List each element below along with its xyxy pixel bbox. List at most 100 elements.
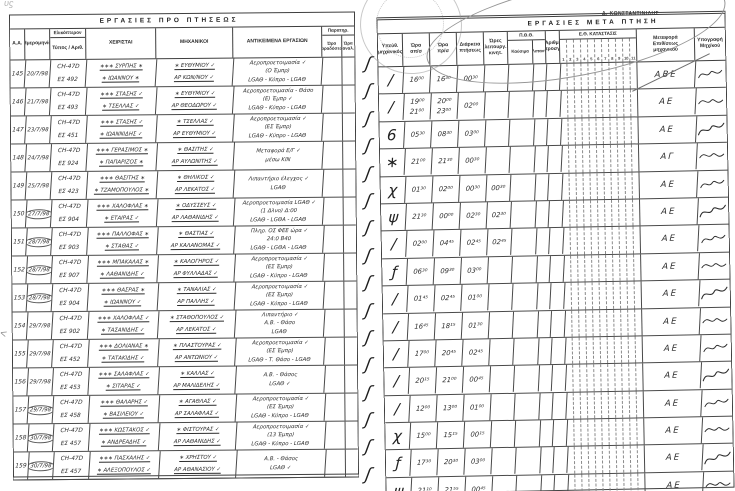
logbook-row: 148 24/7/98 CH-47D ΕΣ 924 ∗∗∗ ΓΕΡΑΣΙΜΟΣ … bbox=[10, 141, 356, 173]
row-landings bbox=[550, 282, 566, 310]
row-helicopter-type: CH-47D ΕΣ 924 bbox=[50, 143, 89, 172]
logbook-row-right: ∗ 21⁰⁰ 21³⁰ 00³⁰ ΑΓ bbox=[379, 142, 728, 177]
spine-check-mark-icon: ʃ bbox=[363, 273, 373, 294]
logbook-row-right: ∕ 16⁴⁵ 18¹⁵ 01³⁰ ΑΕ bbox=[382, 307, 731, 342]
grid-subcell bbox=[632, 172, 639, 199]
row-landings bbox=[552, 392, 568, 420]
row-date: 28/7/98 bbox=[26, 256, 54, 284]
logbook-row: 146 21/7/98 CH-47D ΕΣ 493 ∗∗∗ ΣΤΑΣΗΣ ✓ ∗… bbox=[9, 85, 355, 117]
col-header-handover-time: Ώρα παραδόσεως bbox=[322, 35, 343, 57]
row-engine-hours bbox=[487, 256, 513, 284]
row-landing-time: 21⁰⁰ bbox=[435, 367, 465, 395]
row-inspection-grid bbox=[563, 199, 641, 228]
row-fuel bbox=[514, 420, 542, 448]
row-signature bbox=[697, 170, 728, 197]
row-mechanics: ∗ ΚΑΛΛΑΣ ✓ ΑΡ ΜΑΛΙΔΕΛΗΣ ✓ bbox=[158, 366, 237, 395]
logbook-row: 147 23/7/98 CH-47D ΕΣ 451 ∗∗∗ ΣΤΑΣΗΣ ✓ ∗… bbox=[10, 113, 356, 145]
row-takeoff-time: 12⁰⁰ bbox=[409, 394, 438, 422]
row-flight-duration: 03⁰⁰ bbox=[460, 257, 489, 284]
row-pilots: ∗∗∗ ΠΑΛΛΟΦΑΣ ∗ ∗ ΣΤΑΘΑΣ ✓ bbox=[87, 227, 159, 255]
grid-subcell bbox=[635, 309, 642, 336]
row-serial-number: 157 bbox=[12, 396, 30, 424]
row-serial-number: 150 bbox=[10, 200, 28, 228]
signature-scribble-icon bbox=[703, 343, 728, 353]
row-engine-hours bbox=[484, 92, 510, 120]
grid-subcell bbox=[631, 90, 638, 117]
row-handover-time bbox=[324, 337, 346, 365]
row-date-text: 29/7/98 bbox=[27, 404, 55, 415]
logbook-row-right: ∕ 01⁴⁵ 02⁴⁵ 01⁰⁰ ΑΕ bbox=[382, 279, 731, 314]
row-flight-duration: 00⁴⁵ bbox=[464, 476, 494, 491]
row-fuel bbox=[512, 310, 540, 338]
row-landing-time: 00⁰⁰ bbox=[432, 202, 461, 230]
row-engine-hours bbox=[489, 366, 516, 393]
row-helicopter-type: CH-47D ΕΣ 493 bbox=[49, 87, 88, 116]
row-landing-time: 08³⁰ bbox=[431, 120, 460, 148]
row-date-text: 29/7/98 bbox=[29, 350, 51, 357]
row-flight-duration: 02⁴⁵ bbox=[460, 229, 489, 257]
row-serial-number: 158 bbox=[12, 424, 30, 452]
row-takeoff-time: 21⁰⁰ bbox=[404, 148, 433, 176]
row-signature bbox=[696, 115, 727, 142]
signature-scribble-icon bbox=[704, 427, 730, 433]
row-helicopter-type: CH-47D ΕΣ 904 bbox=[50, 199, 89, 228]
row-signature bbox=[703, 471, 734, 491]
row-fuel bbox=[511, 228, 538, 256]
row-mechanics: ∗ ΕΥΘΥΜΙΟΥ ✓ ΑΡ ΚΩΝ/ΝΟΥ ✓ bbox=[155, 58, 235, 87]
row-helicopter-type: CH-47D ΕΣ 904 bbox=[51, 283, 90, 312]
spine-check-mark-icon: ʃ bbox=[363, 218, 373, 239]
row-takeoff-time: 17⁰⁰ bbox=[408, 340, 437, 368]
spine-check-mark-icon: ʃ bbox=[363, 437, 373, 458]
row-pickup-time bbox=[342, 58, 354, 85]
logbook-row-right: ∕ 02⁰⁰ 04⁴⁵ 02⁴⁵ 02⁴⁵ ΑΕ bbox=[381, 225, 730, 260]
row-serial-number: 156 bbox=[12, 368, 30, 396]
row-flight-duration: 00³⁰ bbox=[459, 174, 488, 202]
grid-subcell bbox=[630, 62, 637, 89]
row-inspection-letters: ΑΕ bbox=[639, 170, 699, 199]
signature-scribble-icon bbox=[702, 369, 730, 382]
row-date-text: 28/7/98 bbox=[26, 236, 53, 247]
row-landing-time: 02⁴⁵ bbox=[434, 284, 463, 312]
row-landing-time: 20³⁰ bbox=[437, 449, 466, 477]
row-landings bbox=[546, 91, 562, 118]
signature-scribble-icon bbox=[698, 98, 724, 104]
logbook-row: 145 20/7/98 CH-47D ΕΣ 492 ∗∗∗ ΣΥΡΠΗΣ ∗ ∗… bbox=[9, 57, 355, 89]
logbook-row: 149 25/7/98 CH-47D ΕΣ 423 ∗∗∗ ΘΑΣΙΤΗΣ ∗ … bbox=[10, 169, 356, 201]
row-inspection-letters: ΑΕ bbox=[644, 472, 705, 491]
grid-subcell bbox=[636, 336, 643, 363]
row-flight-duration: 02⁴⁵ bbox=[462, 339, 491, 367]
row-inspection-letters: ΑΕ bbox=[640, 225, 700, 254]
row-inspection-letters: ΑΕ bbox=[638, 116, 698, 144]
row-signature bbox=[699, 225, 730, 252]
row-landing-time: 20⁰⁰ 23⁰⁰ bbox=[430, 93, 459, 121]
row-date-text: 30/7/98 bbox=[27, 432, 55, 443]
row-inspection-grid bbox=[562, 171, 640, 200]
grid-subcell bbox=[637, 391, 644, 418]
row-inspection-letters: ΑΕ bbox=[642, 335, 702, 363]
row-takeoff-time: 21¹⁰ bbox=[410, 477, 440, 491]
row-fuel bbox=[513, 338, 540, 366]
logbook-row: 158 30/7/98 CH-47D ΕΣ 457 ∗∗∗ ΚΩΣΤΑΚΟΣ ✓… bbox=[12, 421, 358, 453]
row-engine-hours bbox=[488, 311, 515, 339]
row-mechanic-mark: ∕ bbox=[382, 285, 409, 313]
row-serial-number: 146 bbox=[9, 88, 27, 116]
col-header-pickup-time: Ώρα αναλ. bbox=[342, 40, 354, 51]
row-engine-hours bbox=[490, 393, 516, 421]
col-header-work-items: ΑΝΤΙΚΕΙΜΕΝΑ ΕΡΓΑΣΙΩΝ bbox=[233, 26, 323, 58]
row-inspection-grid bbox=[561, 117, 639, 146]
signature-scribble-icon bbox=[704, 398, 729, 407]
row-fuel bbox=[515, 475, 543, 491]
row-engine-hours bbox=[491, 475, 518, 491]
row-work-description: Αεροπροετοιμασία ✓ (ΕΣ Έμπρ) LGΑΘ - Κύπρ… bbox=[234, 253, 326, 282]
row-work-description: Αεροπροετοιμασία ✓ (ΕΣ Έμπρ) LGΑΘ - Κύπρ… bbox=[235, 393, 327, 422]
row-inspection-grid bbox=[566, 363, 644, 392]
row-fuel bbox=[514, 392, 541, 420]
top-left-scribble: υϛ bbox=[4, 0, 14, 8]
row-signature bbox=[700, 307, 731, 334]
grid-subcell bbox=[632, 145, 639, 172]
row-flight-duration: 03⁰⁰ bbox=[464, 448, 493, 476]
row-serial-number: 149 bbox=[10, 172, 28, 200]
row-engine-hours bbox=[490, 420, 517, 448]
grid-subcell bbox=[638, 473, 645, 491]
row-landing-time: 18¹⁵ bbox=[434, 312, 464, 340]
